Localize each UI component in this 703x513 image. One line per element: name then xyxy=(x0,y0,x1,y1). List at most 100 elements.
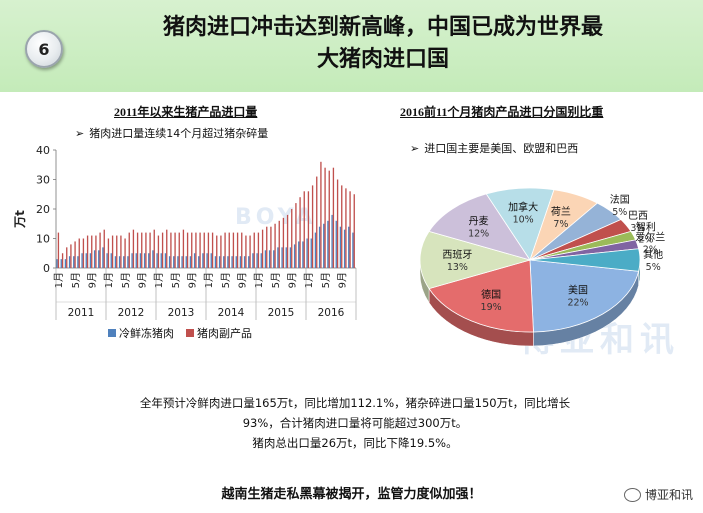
x-month-tick-label: 1月 xyxy=(203,272,215,288)
bar-fresh-pork xyxy=(252,253,254,268)
bar-fresh-pork xyxy=(285,247,287,268)
x-month-tick-label: 5月 xyxy=(70,272,82,288)
bar-fresh-pork xyxy=(93,250,96,268)
bar-fresh-pork xyxy=(214,256,217,268)
bar-offal xyxy=(353,194,355,268)
bar-fresh-pork xyxy=(235,256,237,268)
y-tick-label: 30 xyxy=(36,174,50,187)
bar-offal xyxy=(111,235,114,268)
x-year-label: 2012 xyxy=(118,307,145,319)
x-month-tick-label: 9月 xyxy=(236,272,248,288)
pie-slice-label: 西班牙 xyxy=(442,249,472,261)
bar-fresh-pork xyxy=(177,256,179,268)
pie-slice-value: 2% xyxy=(638,235,653,246)
bar-offal xyxy=(141,232,143,268)
right-chart-note-text: 进口国主要是美国、欧盟和巴西 xyxy=(424,142,579,155)
bar-offal xyxy=(303,191,305,268)
bar-fresh-pork xyxy=(264,250,267,268)
pie-slice-value: 2% xyxy=(643,244,658,255)
bar-offal xyxy=(341,185,343,268)
x-month-tick-label: 5月 xyxy=(120,272,132,288)
bar-fresh-pork xyxy=(231,256,233,268)
legend-label-fresh-pork: 冷鲜冻猪肉 xyxy=(119,327,174,340)
bar-fresh-pork xyxy=(293,244,296,268)
bar-fresh-pork xyxy=(323,223,325,268)
bar-offal xyxy=(199,232,201,268)
bar-fresh-pork xyxy=(273,250,275,268)
x-month-tick-label: 1月 xyxy=(303,272,315,288)
bar-offal xyxy=(74,241,76,268)
left-chart-note: ➢ 猪肉进口量连续14个月超过猪杂碎量 xyxy=(75,125,268,141)
bar-offal xyxy=(245,235,247,268)
x-month-tick-label: 9月 xyxy=(286,272,298,288)
bar-offal xyxy=(316,176,318,268)
x-month-tick-label: 5月 xyxy=(270,272,282,288)
bar-offal xyxy=(182,229,185,268)
bar-offal xyxy=(216,235,218,268)
bar-fresh-pork xyxy=(185,256,187,268)
slide-number-badge: 6 xyxy=(25,30,63,68)
bar-offal xyxy=(132,229,135,268)
bar-offal xyxy=(257,232,260,268)
bar-fresh-pork xyxy=(152,250,154,268)
bar-offal xyxy=(78,238,80,268)
bar-fresh-pork xyxy=(173,256,175,268)
pie-slice-label: 其他 xyxy=(643,248,663,261)
bar-fresh-pork xyxy=(331,214,333,268)
bar-fresh-pork xyxy=(156,253,158,268)
final-statement: 越南生猪走私黑幕被揭开，监管力度似加强！ xyxy=(221,487,482,502)
bar-fresh-pork xyxy=(327,220,329,268)
pie-slice xyxy=(529,259,640,333)
bar-fresh-pork xyxy=(148,253,150,268)
bar-fresh-pork xyxy=(73,256,75,268)
pie-slice-label: 荷兰 xyxy=(551,205,571,218)
bar-fresh-pork xyxy=(352,232,354,268)
summary-line3: 猪肉总出口量26万t，同比下降19.5%。 xyxy=(252,436,458,450)
bar-offal xyxy=(99,232,101,268)
bar-offal xyxy=(116,235,118,268)
bar-offal xyxy=(211,232,214,268)
pie-slice-value: 13% xyxy=(447,262,468,273)
slide-title: 猪肉进口冲击达到新高峰，中国已成为世界最 大猪肉进口国 xyxy=(78,12,688,76)
slide-title-line2: 大猪肉进口国 xyxy=(316,47,449,72)
bar-fresh-pork xyxy=(227,256,229,268)
bar-offal xyxy=(228,232,230,268)
bar-offal xyxy=(174,232,176,268)
bar-offal xyxy=(203,232,205,268)
x-month-tick-label: 1月 xyxy=(103,272,115,288)
header-band: 6 猪肉进口冲击达到新高峰，中国已成为世界最 大猪肉进口国 xyxy=(0,0,703,92)
bar-fresh-pork xyxy=(85,253,87,268)
bar-offal xyxy=(207,232,210,268)
bar-offal xyxy=(232,232,235,268)
x-year-label: 2016 xyxy=(318,307,345,319)
pie-slice-value: 19% xyxy=(481,302,502,313)
x-month-tick-label: 5月 xyxy=(320,272,332,288)
summary-line2: 93%，合计猪肉进口量将可能超过300万t。 xyxy=(242,416,468,430)
bar-fresh-pork xyxy=(289,247,292,268)
bar-offal xyxy=(241,232,243,268)
bar-offal xyxy=(336,179,339,268)
bar-offal xyxy=(61,253,64,268)
arrow-bullet-icon: ➢ xyxy=(75,127,85,140)
pie-slice-label: 巴西 xyxy=(628,210,648,222)
bar-fresh-pork xyxy=(302,241,304,268)
bar-offal xyxy=(295,203,297,268)
bar-chart-legend: 冷鲜冻猪肉 猪肉副产品 xyxy=(108,325,252,341)
bar-offal xyxy=(124,238,126,268)
x-month-tick-label: 9月 xyxy=(336,272,348,288)
pie-slice-value: 7% xyxy=(553,219,568,230)
bar-offal xyxy=(332,167,335,268)
bar-offal xyxy=(166,229,168,268)
pie-slice-label: 丹麦 xyxy=(469,215,489,227)
right-chart-note: ➢ 进口国主要是美国、欧盟和巴西 xyxy=(410,140,578,156)
bar-fresh-pork xyxy=(77,256,79,268)
bar-fresh-pork xyxy=(68,256,71,268)
pie-slice-value: 3% xyxy=(630,223,645,234)
x-month-tick-label: 9月 xyxy=(186,272,198,288)
bar-fresh-pork xyxy=(306,238,308,268)
bar-fresh-pork xyxy=(189,256,192,268)
x-month-tick-label: 9月 xyxy=(136,272,148,288)
bar-offal xyxy=(349,191,351,268)
bar-offal xyxy=(157,235,160,268)
y-tick-label: 20 xyxy=(36,203,50,216)
